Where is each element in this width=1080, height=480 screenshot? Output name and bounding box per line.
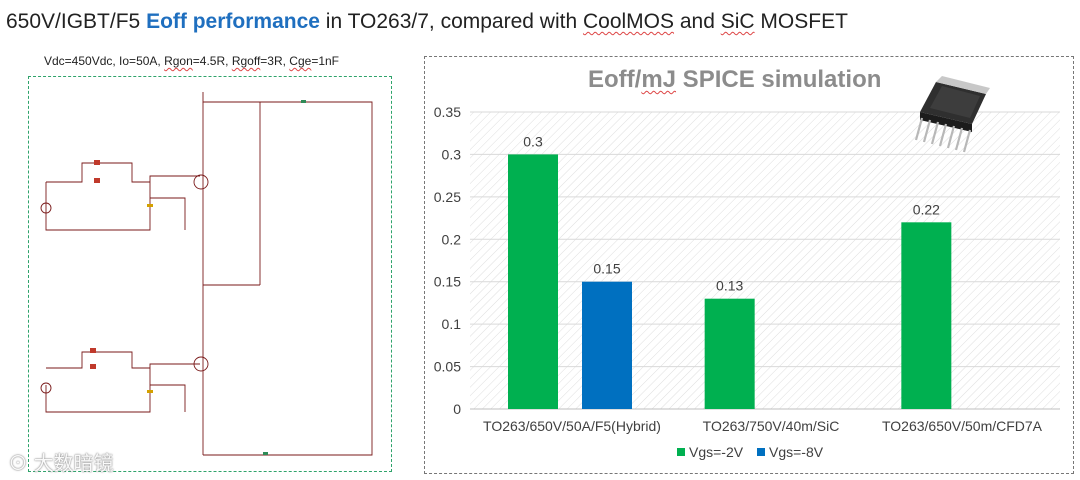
bar: [704, 298, 755, 409]
y-tick-label: 0.05: [434, 359, 461, 375]
legend-swatch: [677, 448, 685, 456]
y-tick-label: 0.1: [442, 316, 462, 332]
to263-package-icon: [914, 76, 990, 153]
bar: [508, 154, 558, 409]
chart-frame: [424, 56, 1074, 474]
data-label: 0.15: [593, 261, 620, 277]
x-tick-label: TO263/650V/50A/F5(Hybrid): [483, 418, 661, 434]
y-tick-label: 0.2: [442, 231, 462, 247]
x-tick-label: TO263/750V/40m/SiC: [703, 418, 840, 434]
legend-label: Vgs=-8V: [769, 444, 824, 460]
watermark: ⊙ 大数暗镜: [8, 453, 114, 475]
y-tick-label: 0.25: [434, 189, 461, 205]
title-highlight: Eoff performance: [146, 10, 320, 33]
y-tick-label: 0.3: [442, 146, 462, 162]
bar: [901, 222, 952, 409]
plot-background: [470, 112, 1060, 409]
data-label: 0.22: [913, 201, 940, 217]
chart-title: Eoff/mJ SPICE simulation: [588, 66, 882, 93]
bar: [582, 281, 632, 409]
y-tick-label: 0.15: [434, 274, 461, 290]
circuit-caption: Vdc=450Vdc, Io=50A, Rgon=4.5R, Rgoff=3R,…: [44, 54, 339, 68]
y-tick-label: 0: [453, 401, 461, 417]
legend-label: Vgs=-2V: [689, 444, 744, 460]
legend-swatch: [757, 448, 765, 456]
data-label: 0.13: [716, 278, 743, 294]
x-tick-label: TO263/650V/50m/CFD7A: [882, 418, 1043, 434]
circuit-schematic-frame: [28, 76, 392, 472]
y-tick-label: 0.35: [434, 104, 461, 120]
data-label: 0.3: [523, 133, 543, 149]
slide-title: 650V/IGBT/F5 Eoff performance in TO263/7…: [6, 10, 848, 33]
